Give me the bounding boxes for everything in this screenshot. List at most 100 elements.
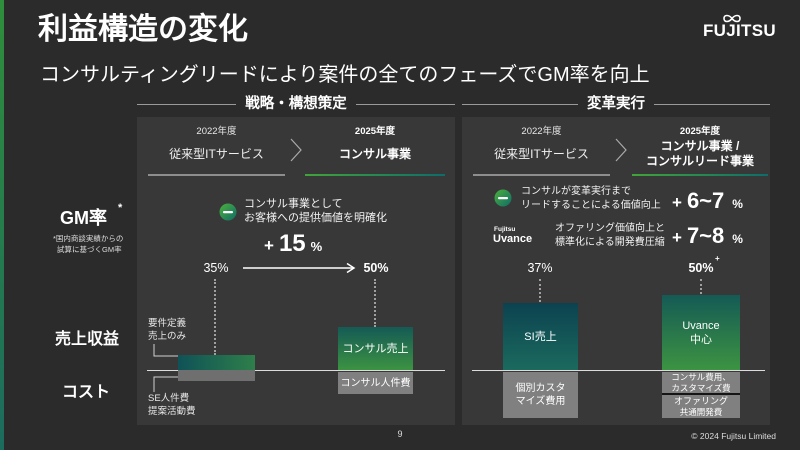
execution-gm-to: 50% [688,261,714,275]
gm-rate-footnote: *国内商談実績からの 試算に基づくGM率 [53,233,123,255]
page-title: 利益構造の変化 [38,13,248,46]
gain-sign: + [672,228,682,247]
fujitsu-uvance-logo: Fujitsu Uvance [493,226,543,248]
footnote-line: *国内商談実績からの [53,234,124,243]
bar-label: SI売上 [524,330,557,343]
to-underline [305,174,445,176]
revenue-cost-baseline [472,370,765,371]
logo-text: FUJITSU [703,21,776,40]
section-heading-strategy: 戦略・構想策定 [137,95,455,113]
revenue-cost-baseline [147,370,445,371]
accent-stripe [0,0,4,450]
heading-rule [137,103,237,105]
execution-from-revenue-bar: SI売上 [503,303,578,370]
revenue-row-label: 売上収益 [55,331,120,348]
heading-text: 戦略・構想策定 [245,96,347,112]
execution-driver-note: オファリング価値向上と 標準化による開発費圧縮 [555,222,665,249]
execution-to-year: 2025年度 [679,126,721,137]
bar-label: コンサル人件費 [340,377,411,389]
cost-divider [662,393,740,395]
heading-rule [462,103,578,105]
cost-row-label: コスト [62,384,111,401]
gain-sign: + [672,193,682,212]
chevron-right-icon [290,138,302,162]
bar-label: コンサル費用、 [671,372,731,382]
copyright: © 2024 Fujitsu Limited [691,431,776,441]
execution-gm-from: 37% [527,261,553,275]
bar-label: カスタマイズ費 [671,382,731,393]
bar-label: 共通開発費 [679,406,723,417]
execution-gain-offering: + 7~8 % [672,223,743,253]
note-line: オファリング価値向上と [555,223,665,234]
execution-gain-consulting: + 6~7 % [672,188,743,218]
logo-line: Uvance [493,233,533,245]
heading-rule [654,103,770,105]
heading-text: 変革実行 [587,96,645,112]
bar-label: オファリング [673,395,728,406]
strategy-gm-from: 35% [203,261,229,275]
strategy-to-revenue-bar: コンサル売上 [338,327,413,370]
strategy-to-label: コンサル事業 [338,147,411,161]
from-underline [473,174,610,176]
side-label-line: 要件定義 [148,318,187,329]
chevron-right-icon [615,138,627,162]
strategy-from-year: 2022年度 [196,126,237,137]
strategy-to-year: 2025年度 [354,126,396,137]
execution-gm-to-mark: + [715,254,720,263]
execution-from-year: 2022年度 [521,126,562,137]
strategy-from-label: 従来型ITサービス [169,147,264,161]
gain-value: 6~7 [686,188,725,213]
execution-to-label: コンサル事業 / [660,139,740,153]
to-underline [632,174,768,176]
logo-line: Fujitsu [494,226,516,233]
side-label-line: SE人件費 [148,393,190,404]
note-line: コンサル事業として [244,198,343,210]
gain-unit: % [310,239,323,254]
heading-rule [355,103,455,105]
execution-from-label: 従来型ITサービス [494,147,589,161]
strategy-note: コンサル事業として お客様への提供価値を明確化 [244,198,387,225]
bar-label: Uvance [682,319,720,332]
page-subtitle: コンサルティングリードにより案件の全てのフェーズでGM率を向上 [40,64,650,86]
strategy-from-cost-label: SE人件費 提案活動費 [148,393,196,418]
gm-rate-label: GM率 [60,208,107,228]
gain-value: 15 [278,230,306,257]
infinity-logo-icon [723,14,741,23]
strategy-to-cost-bar: コンサル人件費 [338,372,413,394]
note-line: コンサルが変革実行まで [521,186,631,197]
strategy-from-revenue-label: 要件定義 売上のみ [148,318,186,343]
gm-rate-footnote-mark: * [118,202,123,214]
execution-to-label: コンサルリード事業 [645,154,754,168]
section-heading-execution: 変革実行 [462,95,770,113]
execution-to-cost-offering-bar: オファリング 共通開発費 [662,395,740,418]
arrow-right-icon [243,262,356,274]
bar-label: 中心 [690,333,712,346]
side-label-line: 提案活動費 [148,405,196,417]
gm-from-leader [214,279,216,355]
bar-label: マイズ費用 [515,396,566,407]
uvance-badge-icon [219,203,237,221]
gain-value: 7~8 [686,223,725,248]
note-line: リードすることによる価値向上 [521,199,661,211]
from-underline [148,174,285,176]
gm-from-leader [539,279,541,302]
note-line: 標準化による開発費圧縮 [555,236,665,248]
execution-to-revenue-bar: Uvance 中心 [662,295,740,370]
strategy-from-revenue-bar [178,355,255,370]
strategy-gm-gain: + 15 % [264,230,322,260]
gm-to-leader [700,279,702,294]
gain-unit: % [732,197,743,211]
footnote-line: 試算に基づくGM率 [57,245,122,254]
execution-from-cost-bar: 個別カスタ マイズ費用 [503,372,578,418]
gain-unit: % [732,232,743,246]
note-line: お客様への提供価値を明確化 [244,211,387,224]
bar-label: コンサル売上 [342,342,409,355]
side-label-line: 売上のみ [148,330,187,342]
strategy-gm-to: 50% [363,261,389,275]
gain-sign: + [264,236,274,255]
gm-to-leader [374,279,376,327]
label-connector [153,344,178,392]
uvance-badge-icon [494,189,512,207]
execution-driver-note: コンサルが変革実行まで リードすることによる価値向上 [521,185,661,212]
execution-to-cost-consulting-bar: コンサル費用、 カスタマイズ費 [662,372,740,393]
